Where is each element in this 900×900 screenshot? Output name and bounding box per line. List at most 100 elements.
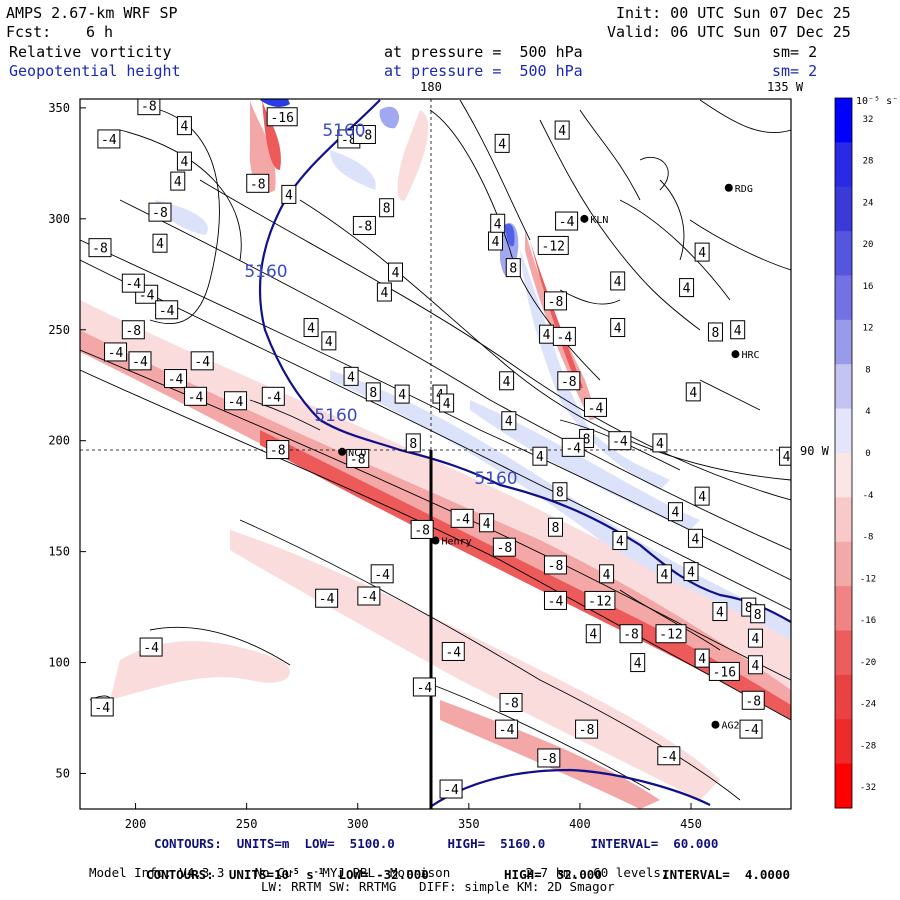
colorbar-label: 24 [863, 198, 874, 208]
vorticity-contour-label: -4 [128, 351, 152, 371]
vorticity-contour-label: -12 [537, 235, 569, 255]
x-tick-label: 450 [680, 817, 702, 831]
svg-text:-4: -4 [445, 645, 461, 660]
vorticity-contour-label: 8 [707, 322, 723, 342]
height-contour-label: 5160 [244, 262, 287, 282]
svg-text:4: 4 [558, 124, 566, 139]
footer-vort-exp: -5 [289, 867, 299, 876]
svg-text:-4: -4 [188, 390, 204, 405]
svg-text:4: 4 [698, 652, 706, 667]
vorticity-contour-label: 4 [176, 151, 192, 171]
vorticity-contour-label: -4 [224, 391, 248, 411]
svg-text:4: 4 [494, 217, 502, 232]
vorticity-contour-label: -4 [121, 273, 145, 293]
svg-text:-4: -4 [743, 723, 759, 738]
vorticity-contour-label: 4 [303, 318, 319, 338]
valid-time: Valid: 06 UTC Sun 07 Dec 25 [607, 23, 851, 41]
svg-text:4: 4 [614, 322, 622, 337]
svg-text:-4: -4 [557, 330, 573, 345]
vorticity-contour-label: 4 [683, 562, 699, 582]
svg-text:-8: -8 [503, 697, 519, 712]
vorticity-contour-label: 8 [365, 382, 381, 402]
vorticity-contour-label: 4 [630, 653, 646, 673]
colorbar-swatch [835, 408, 852, 454]
vorticity-contour-label: -4 [97, 129, 121, 149]
footer-physics-info: LW: RRTM SW: RRTMG DIFF: simple KM: 2D S… [261, 879, 615, 894]
svg-text:-4: -4 [454, 512, 470, 527]
colorbar-label: -8 [863, 533, 874, 543]
vorticity-contour-label: 4 [599, 564, 615, 584]
forecast-label: Fcst: [6, 23, 52, 41]
vorticity-contour-label: 4 [779, 446, 791, 466]
colorbar-label: -12 [860, 574, 876, 584]
vorticity-contour-label: 4 [343, 366, 359, 386]
svg-text:-8: -8 [357, 219, 373, 234]
vorticity-contour-label: -4 [164, 369, 188, 389]
svg-text:4: 4 [616, 535, 624, 550]
svg-text:8: 8 [754, 608, 762, 623]
y-tick-label: 150 [48, 545, 70, 559]
x-tick-label: 400 [569, 817, 591, 831]
colorbar-swatch [835, 719, 852, 765]
vorticity-contour-label: -4 [370, 564, 394, 584]
svg-text:4: 4 [698, 246, 706, 261]
station-nco: NCO [338, 447, 366, 459]
vorticity-contour-label: -4 [412, 677, 436, 697]
svg-text:4: 4 [380, 286, 388, 301]
vorticity-contour-label: 8 [552, 482, 568, 502]
vorticity-contour-label: -16 [266, 107, 298, 127]
svg-text:-8: -8 [350, 452, 366, 467]
vorticity-contour-label: 4 [281, 184, 297, 204]
svg-text:-8: -8 [92, 242, 108, 257]
svg-text:4: 4 [698, 490, 706, 505]
height-contour-label: 5160 [322, 121, 365, 141]
vorticity-contour-label: -8 [88, 238, 112, 258]
svg-text:-8: -8 [414, 523, 430, 538]
vorticity-contour-label: 4 [479, 513, 495, 533]
vorticity-contour-label: -8 [137, 99, 161, 116]
svg-text:-8: -8 [548, 295, 564, 310]
colorbar-label: 0 [865, 449, 870, 459]
x-tick-label: 350 [458, 817, 480, 831]
colorbar-units: 10⁻⁵ s⁻¹ [856, 96, 900, 107]
vorticity-contour-label: -8 [557, 371, 581, 391]
colorbar-swatch [835, 763, 852, 809]
svg-text:-8: -8 [561, 375, 577, 390]
svg-text:AG2: AG2 [721, 721, 739, 732]
footer-model-info: Model Info: V4.3.3 No Cu MYJ PBL Morriso… [89, 865, 669, 880]
y-tick-label: 350 [48, 101, 70, 115]
vorticity-contour-label: 4 [747, 655, 763, 675]
vorticity-contour-label: -4 [441, 641, 465, 661]
y-tick-label: 300 [48, 212, 70, 226]
svg-text:4: 4 [536, 450, 544, 465]
field1-level: at pressure = 500 hPa [384, 43, 583, 61]
svg-text:4: 4 [589, 628, 597, 643]
svg-text:4: 4 [347, 370, 355, 385]
svg-text:8: 8 [556, 486, 564, 501]
vorticity-contour-label: -4 [608, 431, 632, 451]
vorticity-contour-label: 4 [656, 564, 672, 584]
svg-text:4: 4 [683, 282, 691, 297]
colorbar: 32 28 24 20 16 12 8 4 0 -4 -8 -12 -16 -20 -24 -28 -32 [834, 97, 876, 809]
svg-text:-4: -4 [132, 355, 148, 370]
vorticity-contour-label: 8 [750, 604, 766, 624]
vorticity-contour-label: 4 [487, 231, 503, 251]
colorbar-label: 16 [863, 282, 874, 292]
svg-text:-4: -4 [101, 133, 117, 148]
colorbar-swatch [835, 453, 852, 498]
svg-text:4: 4 [498, 137, 506, 152]
svg-text:4: 4 [634, 657, 642, 672]
height-contours [258, 99, 791, 808]
colorbar-swatch [835, 186, 852, 232]
colorbar-swatch [835, 275, 852, 321]
init-time: Init: 00 UTC Sun 07 Dec 25 [616, 4, 851, 22]
height-contour-label: 5160 [314, 406, 357, 426]
svg-text:4: 4 [492, 235, 500, 250]
colorbar-swatch [835, 586, 852, 631]
vorticity-contour-label: -8 [346, 448, 370, 468]
svg-text:4: 4 [174, 175, 182, 190]
vorticity-contour-label: -8 [352, 125, 376, 144]
vorticity-contour-label: 4 [610, 318, 626, 338]
vorticity-contour-label: 4 [394, 384, 410, 404]
svg-text:-4: -4 [565, 441, 581, 456]
